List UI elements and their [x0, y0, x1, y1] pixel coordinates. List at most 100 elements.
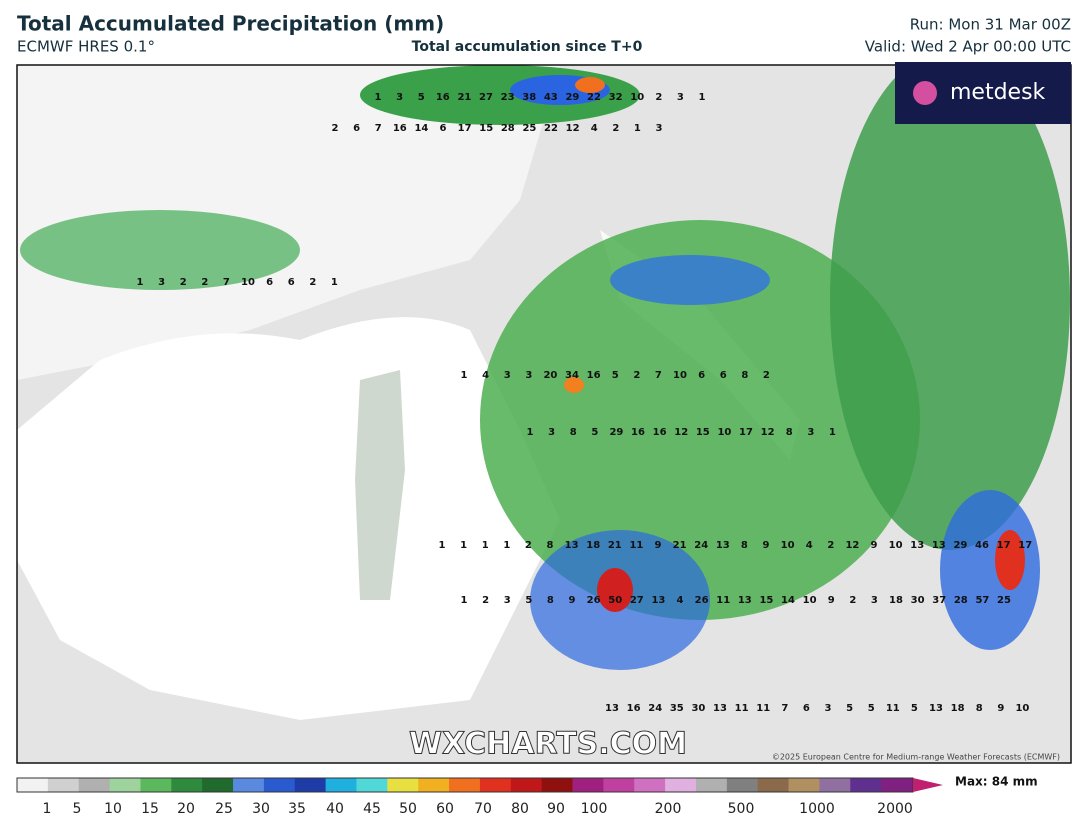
map-label: 2 — [201, 277, 208, 288]
map-label: 13 — [910, 540, 924, 551]
map-label: 8 — [741, 540, 748, 551]
colorbar-label: 500 — [728, 801, 755, 817]
map-label: 3 — [396, 92, 403, 103]
map-label: 13 — [716, 540, 730, 551]
map-label: 1 — [137, 277, 144, 288]
map-label: 50 — [608, 595, 622, 606]
map-label: 18 — [951, 703, 965, 714]
map-label: 3 — [504, 370, 511, 381]
map-label: 17 — [1018, 540, 1032, 551]
map-label: 28 — [501, 123, 515, 134]
map-label: 5 — [525, 595, 532, 606]
map-label: 13 — [738, 595, 752, 606]
colorbar-label: 40 — [326, 801, 344, 817]
colorbar-segment — [109, 778, 141, 792]
map-label: 38 — [522, 92, 536, 103]
map-label: 32 — [609, 92, 623, 103]
map-label: 1 — [829, 427, 836, 438]
map-label: 2 — [827, 540, 834, 551]
map-label: 1 — [634, 123, 641, 134]
colorbar-label: 45 — [363, 801, 381, 817]
map-label: 2 — [482, 595, 489, 606]
map-label: 22 — [544, 123, 558, 134]
map-label: 1 — [699, 92, 706, 103]
map-label: 9 — [569, 595, 576, 606]
colorbar-segment — [418, 778, 450, 792]
map-label: 2 — [849, 595, 856, 606]
watermark: WXCHARTS.COM — [409, 727, 687, 762]
copyright: ©2025 European Centre for Medium-range W… — [772, 753, 1060, 762]
map-label: 12 — [761, 427, 775, 438]
map-label: 3 — [504, 595, 511, 606]
map-label: 16 — [587, 370, 601, 381]
map-label: 37 — [932, 595, 946, 606]
map-label: 4 — [591, 123, 598, 134]
map-label: 2 — [525, 540, 532, 551]
map-label: 7 — [781, 703, 788, 714]
map-label: 17 — [997, 540, 1011, 551]
logo-icon — [913, 81, 937, 105]
map-label: 8 — [741, 370, 748, 381]
colorbar-label: 35 — [288, 801, 306, 817]
map-label: 30 — [911, 595, 925, 606]
map-label: 6 — [698, 370, 705, 381]
map-label: 1 — [461, 595, 468, 606]
map-label: 24 — [648, 703, 662, 714]
map-label: 9 — [828, 595, 835, 606]
colorbar-segment — [47, 778, 80, 792]
map-label: 28 — [954, 595, 968, 606]
map-label: 15 — [759, 595, 773, 606]
colorbar-segment — [449, 778, 481, 792]
colorbar-label: 80 — [511, 801, 529, 817]
map-label: 5 — [612, 370, 619, 381]
map-label: 8 — [547, 595, 554, 606]
map-label: 16 — [627, 703, 641, 714]
colorbar-segment — [881, 778, 913, 792]
map-label: 8 — [976, 703, 983, 714]
map-label: 9 — [871, 540, 878, 551]
map-label: 46 — [975, 540, 989, 551]
colorbar-segment — [263, 778, 296, 792]
map-label: 3 — [656, 123, 663, 134]
map-label: 27 — [630, 595, 644, 606]
map-label: 1 — [527, 427, 534, 438]
map-label: 6 — [803, 703, 810, 714]
map-label: 6 — [353, 123, 360, 134]
map-label: 4 — [677, 595, 684, 606]
map-label: 18 — [586, 540, 600, 551]
map-label: 1 — [331, 277, 338, 288]
map-label: 8 — [786, 427, 793, 438]
map-label: 11 — [735, 703, 749, 714]
map-label: 2 — [180, 277, 187, 288]
colorbar-segment — [140, 778, 172, 792]
map-label: 1 — [375, 92, 382, 103]
map-label: 5 — [418, 92, 425, 103]
title: Total Accumulated Precipitation (mm) — [17, 12, 444, 36]
map-label: 23 — [501, 92, 515, 103]
map-label: 8 — [570, 427, 577, 438]
map-label: 35 — [670, 703, 684, 714]
colorbar-segment — [387, 778, 419, 792]
map-label: 10 — [630, 92, 644, 103]
map-label: 10 — [717, 427, 731, 438]
map-label: 10 — [241, 277, 255, 288]
map-label: 24 — [694, 540, 708, 551]
map-label: 7 — [375, 123, 382, 134]
map-label: 18 — [889, 595, 903, 606]
map-label: 2 — [633, 370, 640, 381]
map-label: 12 — [845, 540, 859, 551]
colorbar-label: 50 — [399, 801, 417, 817]
map-label: 16 — [393, 123, 407, 134]
map-label: 30 — [691, 703, 705, 714]
colorbar-segment — [356, 778, 388, 792]
map-label: 13 — [713, 703, 727, 714]
map-label: 1 — [439, 540, 446, 551]
map-label: 10 — [1015, 703, 1029, 714]
map-label: 16 — [436, 92, 450, 103]
map-label: 11 — [629, 540, 643, 551]
colorbar-label: 5 — [73, 801, 82, 817]
map-label: 12 — [674, 427, 688, 438]
map-label: 26 — [695, 595, 709, 606]
map-label: 34 — [565, 370, 579, 381]
map-label: 15 — [696, 427, 710, 438]
